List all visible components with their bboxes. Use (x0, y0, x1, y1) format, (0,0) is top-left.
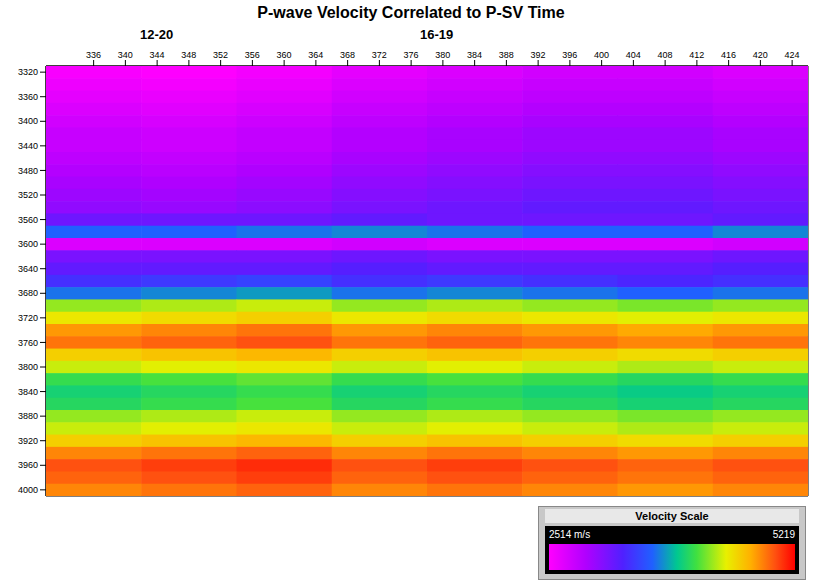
svg-text:360: 360 (277, 50, 292, 60)
svg-text:388: 388 (499, 50, 514, 60)
svg-text:3800: 3800 (18, 362, 38, 372)
svg-text:3400: 3400 (18, 116, 38, 126)
svg-text:3840: 3840 (18, 387, 38, 397)
svg-text:5219: 5219 (773, 529, 796, 540)
svg-text:424: 424 (785, 50, 800, 60)
svg-text:3320: 3320 (18, 67, 38, 77)
svg-text:3920: 3920 (18, 436, 38, 446)
svg-text:3360: 3360 (18, 92, 38, 102)
svg-text:344: 344 (150, 50, 165, 60)
svg-text:3480: 3480 (18, 166, 38, 176)
svg-text:392: 392 (531, 50, 546, 60)
svg-text:408: 408 (658, 50, 673, 60)
svg-text:3880: 3880 (18, 411, 38, 421)
svg-text:3720: 3720 (18, 313, 38, 323)
html-text:16-19: 16-19 (420, 27, 454, 42)
svg-text:384: 384 (467, 50, 482, 60)
svg-text:396: 396 (562, 50, 577, 60)
svg-text:404: 404 (626, 50, 641, 60)
html-text:12-20: 12-20 (140, 27, 174, 42)
svg-text:3760: 3760 (18, 338, 38, 348)
svg-text:352: 352 (213, 50, 228, 60)
svg-text:412: 412 (689, 50, 704, 60)
svg-text:3560: 3560 (18, 215, 38, 225)
svg-text:380: 380 (435, 50, 450, 60)
svg-text:376: 376 (404, 50, 419, 60)
svg-text:4000: 4000 (18, 485, 38, 495)
svg-text:356: 356 (245, 50, 260, 60)
html-text:P-wave Velocity Correlated to: P-wave Velocity Correlated to P-SV Time (257, 4, 565, 21)
svg-text:364: 364 (308, 50, 323, 60)
svg-text:372: 372 (372, 50, 387, 60)
svg-text:3440: 3440 (18, 141, 38, 151)
svg-text:3600: 3600 (18, 239, 38, 249)
svg-text:340: 340 (118, 50, 133, 60)
svg-text:348: 348 (181, 50, 196, 60)
html-text:Velocity Scale: Velocity Scale (635, 510, 709, 522)
svg-text:3520: 3520 (18, 190, 38, 200)
svg-text:400: 400 (594, 50, 609, 60)
svg-text:3640: 3640 (18, 264, 38, 274)
svg-text:368: 368 (340, 50, 355, 60)
svg-text:420: 420 (753, 50, 768, 60)
svg-text:3680: 3680 (18, 288, 38, 298)
svg-text:3960: 3960 (18, 460, 38, 470)
svg-text:2514 m/s: 2514 m/s (549, 529, 590, 540)
svg-text:336: 336 (86, 50, 101, 60)
svg-text:416: 416 (721, 50, 736, 60)
